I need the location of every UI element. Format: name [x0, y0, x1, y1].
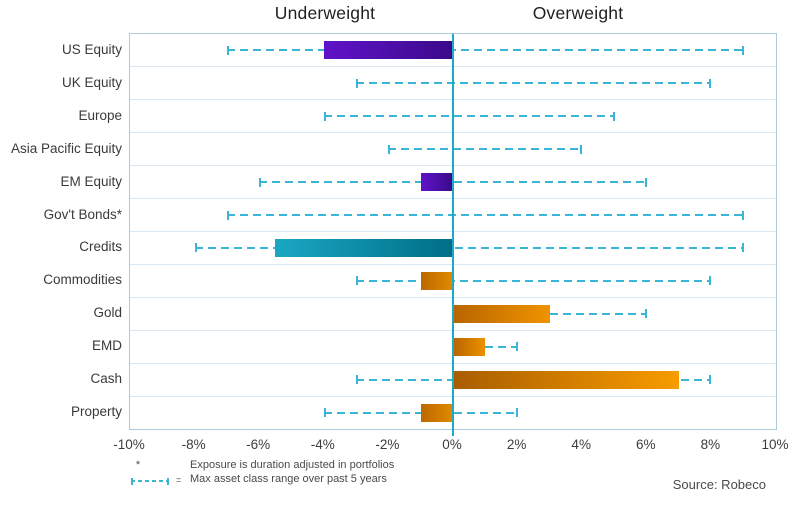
underweight-header: Underweight — [274, 3, 376, 23]
category-label: Gold — [93, 305, 122, 321]
range-cap-left — [194, 243, 197, 253]
range-whisker — [194, 246, 744, 249]
source-label: Source: Robeco — [672, 477, 766, 492]
plot-area — [129, 33, 777, 436]
range-whisker — [356, 279, 712, 282]
allocation-bar — [453, 304, 550, 323]
allocation-bar — [323, 41, 453, 60]
allocation-bar — [453, 337, 486, 356]
range-cap-right — [709, 375, 712, 385]
allocation-bar — [275, 238, 453, 257]
range-cap-left — [226, 210, 229, 220]
zero-line — [452, 34, 454, 436]
x-tick-label: -4% — [310, 437, 335, 452]
range-cap-right — [644, 177, 647, 187]
range-cap-right — [612, 111, 615, 121]
x-tick-label: 10% — [761, 437, 789, 452]
footnote-duration: Exposure is duration adjusted in portfol… — [190, 459, 395, 471]
category-label: Europe — [78, 107, 122, 123]
x-tick-label: 4% — [571, 437, 591, 452]
x-axis: -10% -8% -6% -4% -2% 0% 2% 4% 6% 8% 10% — [113, 437, 788, 455]
footnote-asterisk: * — [135, 459, 141, 471]
category-label: UK Equity — [61, 74, 122, 90]
category-label: Property — [70, 404, 122, 420]
range-whisker — [323, 115, 615, 118]
category-label: Credits — [79, 239, 122, 255]
x-tick-label: -8% — [181, 437, 206, 452]
x-tick-label: -2% — [375, 437, 400, 452]
range-legend-icon — [131, 477, 169, 485]
category-label: Cash — [90, 371, 122, 387]
x-tick-label: 6% — [636, 437, 656, 452]
category-label: EM Equity — [60, 173, 122, 189]
legend-equals: = — [176, 475, 182, 485]
category-label: Gov't Bonds* — [43, 206, 122, 222]
range-whisker — [356, 82, 712, 85]
footnote-range-legend: Max asset class range over past 5 years — [190, 473, 387, 485]
range-whisker — [485, 345, 518, 348]
range-whisker — [226, 49, 744, 52]
range-cap-right — [580, 144, 583, 154]
category-label: US Equity — [61, 41, 122, 57]
range-cap-left — [356, 78, 359, 88]
range-cap-left — [388, 144, 391, 154]
category-labels: US Equity UK Equity Europe Asia Pacific Equ… — [0, 33, 122, 428]
range-cap-right — [515, 408, 518, 418]
x-tick-label: -10% — [113, 437, 145, 452]
range-whisker — [388, 148, 583, 151]
category-label: Commodities — [43, 272, 122, 288]
range-cap-left — [259, 177, 262, 187]
range-cap-right — [644, 309, 647, 319]
allocation-bar — [420, 403, 453, 422]
x-tick-label: 2% — [506, 437, 527, 452]
range-cap-right — [709, 276, 712, 286]
range-cap-right — [741, 45, 744, 55]
range-cap-right — [741, 210, 744, 220]
range-cap-right — [741, 243, 744, 253]
range-cap-left — [356, 276, 359, 286]
range-cap-left — [356, 375, 359, 385]
range-whisker — [226, 214, 744, 217]
range-cap-left — [323, 408, 326, 418]
x-tick-label: 0% — [442, 437, 462, 452]
legend-cap — [131, 477, 133, 485]
category-label: Asia Pacific Equity — [10, 140, 122, 156]
allocation-bar — [453, 370, 680, 389]
allocation-bar — [420, 173, 453, 192]
x-tick-label: -6% — [246, 437, 271, 452]
range-cap-left — [226, 45, 229, 55]
range-cap-right — [515, 342, 518, 352]
allocation-bar — [420, 271, 453, 290]
x-tick-label: 8% — [700, 437, 721, 452]
range-cap-right — [709, 78, 712, 88]
range-whisker — [549, 312, 647, 315]
legend-cap — [167, 477, 169, 485]
overweight-header: Overweight — [532, 3, 624, 23]
range-cap-left — [323, 111, 326, 121]
category-label: EMD — [92, 338, 122, 354]
